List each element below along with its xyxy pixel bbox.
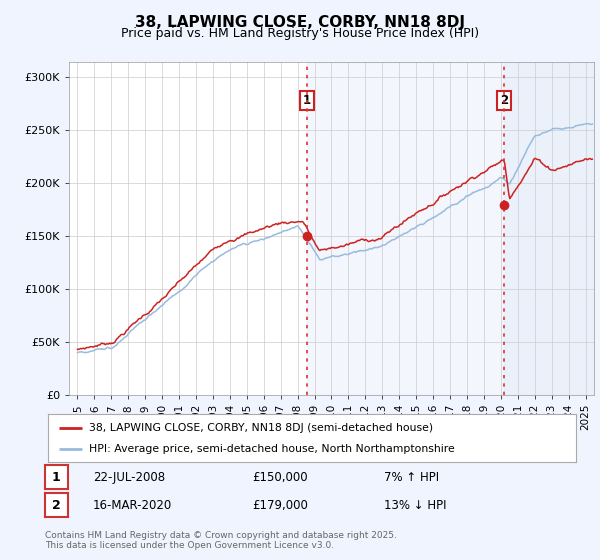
Text: 38, LAPWING CLOSE, CORBY, NN18 8DJ (semi-detached house): 38, LAPWING CLOSE, CORBY, NN18 8DJ (semi… bbox=[89, 423, 433, 433]
Text: HPI: Average price, semi-detached house, North Northamptonshire: HPI: Average price, semi-detached house,… bbox=[89, 444, 455, 454]
Text: 13% ↓ HPI: 13% ↓ HPI bbox=[384, 498, 446, 512]
Bar bbox=[505, 62, 594, 395]
Text: 38, LAPWING CLOSE, CORBY, NN18 8DJ: 38, LAPWING CLOSE, CORBY, NN18 8DJ bbox=[135, 15, 465, 30]
Text: 7% ↑ HPI: 7% ↑ HPI bbox=[384, 470, 439, 484]
Text: 2: 2 bbox=[500, 94, 508, 107]
Bar bbox=[307, 62, 594, 395]
Text: 1: 1 bbox=[303, 94, 311, 107]
Text: 22-JUL-2008: 22-JUL-2008 bbox=[93, 470, 165, 484]
Text: Contains HM Land Registry data © Crown copyright and database right 2025.
This d: Contains HM Land Registry data © Crown c… bbox=[45, 531, 397, 550]
Text: 1: 1 bbox=[52, 470, 61, 484]
Text: £150,000: £150,000 bbox=[252, 470, 308, 484]
Text: £179,000: £179,000 bbox=[252, 498, 308, 512]
Text: 2: 2 bbox=[52, 498, 61, 512]
Text: 16-MAR-2020: 16-MAR-2020 bbox=[93, 498, 172, 512]
Text: Price paid vs. HM Land Registry's House Price Index (HPI): Price paid vs. HM Land Registry's House … bbox=[121, 27, 479, 40]
